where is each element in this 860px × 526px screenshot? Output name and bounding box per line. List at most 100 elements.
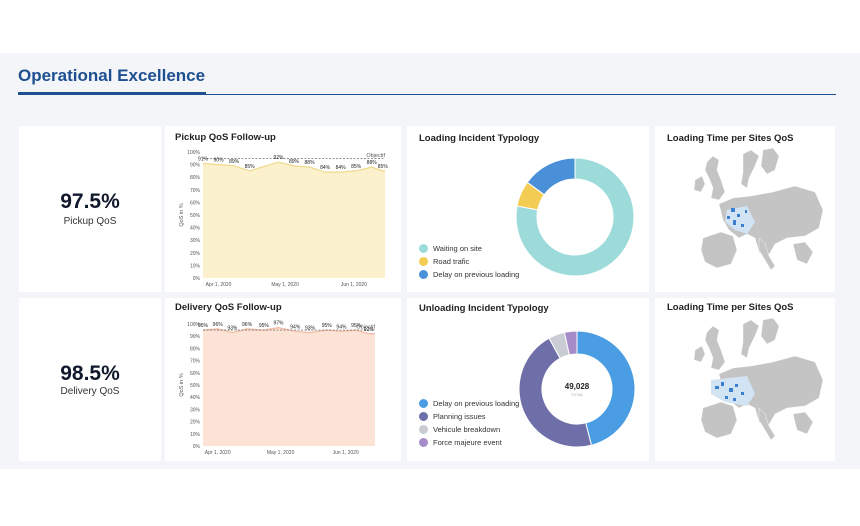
- data-label: 91%: [198, 156, 209, 162]
- y-tick-label: 10%: [190, 263, 201, 269]
- y-tick-label: 40%: [190, 226, 201, 232]
- data-label: 85%: [245, 164, 256, 170]
- map-site-markers: [715, 382, 744, 401]
- objective-label: Objectif: [356, 325, 375, 331]
- unloading-incident-title: Unloading Incident Typology: [419, 303, 549, 314]
- x-tick-label: Jun 1, 2020: [341, 282, 367, 288]
- x-tick-label: Apr 1, 2020: [205, 450, 231, 456]
- legend-swatch: [419, 257, 428, 266]
- page-title: Operational Excellence: [18, 66, 206, 85]
- data-label: 94%: [290, 324, 301, 330]
- legend-swatch: [419, 270, 428, 279]
- europe-map[interactable]: [655, 298, 835, 461]
- pickup-chart-title: Pickup QoS Follow-up: [175, 132, 276, 143]
- map-landmass: [693, 317, 824, 441]
- data-label: 96%: [213, 322, 224, 328]
- legend-swatch: [419, 438, 428, 447]
- delivery-qos-card: 98.5% Delivery QoS: [19, 298, 161, 461]
- donut-total-label: TOTAL: [571, 392, 584, 397]
- pickup-qos-chart-card: Pickup QoS Follow-up 100% 90% 80% 70% 60% 50%…: [165, 126, 401, 292]
- legend-item[interactable]: Delay on previous loading: [419, 397, 519, 410]
- donut-slice: [563, 330, 578, 356]
- legend-swatch: [419, 412, 428, 421]
- legend-swatch: [419, 425, 428, 434]
- loading-time-map-card: Loading Time per Sites QoS: [655, 126, 835, 292]
- y-tick-label: 70%: [190, 188, 201, 194]
- legend-item[interactable]: Vehicule breakdown: [419, 423, 519, 436]
- y-tick-label: 10%: [190, 432, 201, 438]
- legend-item[interactable]: Road trafic: [419, 255, 519, 268]
- title-underline: [18, 92, 206, 95]
- y-tick-label: 70%: [190, 359, 201, 365]
- qos-line: [202, 161, 385, 173]
- x-tick-label: May 1, 2020: [267, 450, 295, 456]
- donut-total-value: 49,028: [565, 382, 590, 391]
- y-tick-label: 80%: [190, 175, 201, 181]
- legend-item[interactable]: Planning issues: [419, 410, 519, 423]
- map-landmass: [693, 147, 824, 271]
- legend-swatch: [419, 244, 428, 253]
- data-label: 89%: [229, 159, 240, 165]
- data-label: 92%: [273, 155, 284, 161]
- x-tick-label: May 1, 2020: [271, 282, 299, 288]
- qos-line: [202, 327, 375, 335]
- data-label: 93%: [227, 326, 238, 332]
- data-label: 88%: [367, 160, 378, 166]
- data-label: 95%: [322, 323, 333, 329]
- legend-label: Road trafic: [433, 257, 470, 266]
- y-tick-label: 90%: [190, 163, 201, 169]
- loading-time-map-card-2: Loading Time per Sites QoS: [655, 298, 835, 461]
- loading-incident-card: Loading Incident Typology Waiting on sit…: [407, 126, 649, 292]
- map-title: Loading Time per Sites QoS: [667, 302, 794, 313]
- x-tick-label: Jun 1, 2020: [333, 450, 359, 456]
- donut-slice: [518, 337, 593, 448]
- y-axis-label: QoS in %: [179, 373, 185, 396]
- legend-item[interactable]: Delay on previous loading: [419, 268, 519, 281]
- data-label: 90%: [214, 158, 225, 164]
- y-tick-label: 0%: [193, 444, 201, 450]
- loading-incident-legend: Waiting on site Road trafic Delay on pre…: [419, 242, 519, 281]
- map-title: Loading Time per Sites QoS: [667, 133, 794, 144]
- legend-label: Vehicule breakdown: [433, 425, 501, 434]
- donut-slice: [515, 157, 635, 277]
- data-label: 93%: [305, 326, 316, 332]
- delivery-qos-chart: 100% 90% 80% 70% 60% 50% 40% 30% 20% 10% 0% QoS in …: [179, 321, 375, 456]
- delivery-qos-chart-card: Delivery QoS Follow-up 100% 90% 80% 70% 60% 5…: [165, 298, 401, 461]
- data-label: 94%: [336, 324, 347, 330]
- y-tick-label: 20%: [190, 420, 201, 426]
- data-label: 92%: [364, 327, 375, 333]
- data-label: 88%: [305, 160, 316, 166]
- data-label: 95%: [351, 323, 362, 329]
- y-tick-label: 60%: [190, 371, 201, 377]
- legend-item[interactable]: Waiting on site: [419, 242, 519, 255]
- y-tick-label: 20%: [190, 251, 201, 257]
- pickup-qos-value: 97.5%: [60, 190, 120, 213]
- x-tick-label: Apr 1, 2020: [206, 282, 232, 288]
- data-label: 84%: [336, 165, 347, 171]
- data-label: 97%: [274, 321, 285, 327]
- data-label: 95%: [198, 323, 209, 329]
- y-axis-label: QoS in %: [179, 203, 185, 226]
- europe-map[interactable]: [655, 126, 835, 292]
- y-tick-label: 30%: [190, 238, 201, 244]
- legend-item[interactable]: Force majeure event: [419, 436, 519, 449]
- map-regions-highlighted: [725, 206, 755, 234]
- y-tick-label: 80%: [190, 346, 201, 352]
- data-label: 84%: [320, 165, 331, 171]
- unloading-incident-legend: Delay on previous loading Planning issue…: [419, 397, 519, 449]
- qos-area: [203, 162, 385, 278]
- legend-label: Force majeure event: [433, 438, 502, 447]
- map-site-markers: [727, 208, 747, 227]
- data-label: 85%: [351, 164, 362, 170]
- objective-label: Objectif: [366, 153, 385, 159]
- pickup-qos-label: Pickup QoS: [63, 216, 117, 227]
- legend-swatch: [419, 399, 428, 408]
- y-tick-label: 100%: [187, 322, 200, 328]
- data-label: 96%: [242, 322, 253, 328]
- loading-incident-title: Loading Incident Typology: [419, 133, 540, 144]
- y-tick-label: 0%: [193, 276, 201, 282]
- y-tick-label: 50%: [190, 383, 201, 389]
- y-tick-label: 100%: [187, 150, 200, 156]
- y-tick-label: 50%: [190, 213, 201, 219]
